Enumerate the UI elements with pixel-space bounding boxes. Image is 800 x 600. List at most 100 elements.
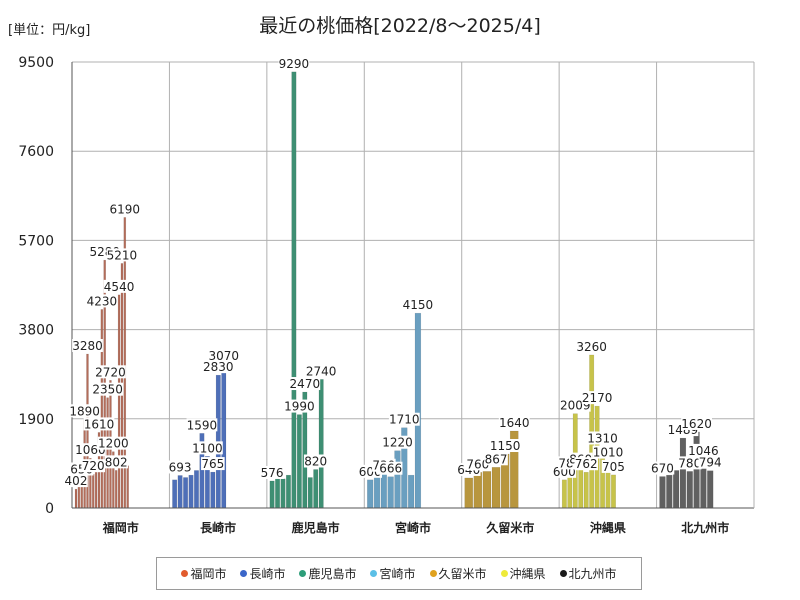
data-label-text: 6190 bbox=[110, 202, 141, 216]
data-label-bg bbox=[587, 431, 618, 445]
data-label: 720 bbox=[81, 459, 106, 473]
data-label-bg bbox=[305, 364, 337, 378]
data-label-bg bbox=[289, 377, 321, 391]
x-tick-label: 北九州市 bbox=[681, 520, 729, 535]
data-label-bg bbox=[576, 339, 608, 353]
data-label: 765 bbox=[201, 457, 225, 471]
data-label: 2350 bbox=[92, 382, 123, 397]
bar bbox=[373, 477, 381, 509]
data-label: 705 bbox=[601, 459, 626, 474]
data-label-bg bbox=[650, 461, 675, 475]
legend-label: 長崎市 bbox=[249, 567, 286, 581]
data-label: 1150 bbox=[489, 439, 521, 453]
data-labels: 4026501890328010607201610423052802350272… bbox=[64, 56, 723, 488]
data-label: 1100 bbox=[191, 441, 223, 455]
data-label: 4540 bbox=[103, 279, 135, 294]
data-label-text: 1150 bbox=[490, 439, 521, 453]
data-label: 820 bbox=[303, 454, 328, 469]
bar bbox=[114, 470, 118, 509]
bar bbox=[482, 471, 492, 509]
data-label-bg bbox=[104, 455, 129, 469]
data-label-text: 3070 bbox=[208, 349, 239, 363]
data-label-text: 4540 bbox=[104, 280, 135, 294]
legend-label: 沖縄県 bbox=[509, 567, 546, 581]
data-label: 666 bbox=[378, 461, 403, 476]
legend-item: 北九州市 bbox=[559, 565, 617, 582]
bar bbox=[74, 488, 78, 509]
data-label-bg bbox=[64, 474, 88, 488]
data-label: 1010 bbox=[592, 445, 624, 460]
data-label: 2720 bbox=[95, 365, 126, 379]
legend-item: 久留米市 bbox=[429, 565, 487, 582]
data-label-text: 2350 bbox=[92, 383, 123, 397]
data-label-text: 780 bbox=[678, 456, 701, 470]
bar bbox=[285, 474, 291, 509]
data-label-text: 1220 bbox=[382, 436, 413, 450]
legend-label: 宮崎市 bbox=[379, 567, 416, 581]
data-label-bg bbox=[191, 441, 223, 455]
data-label-bg bbox=[202, 360, 234, 374]
data-label: 1890 bbox=[69, 404, 101, 418]
bar bbox=[291, 71, 297, 509]
bar bbox=[188, 474, 194, 509]
bar bbox=[221, 363, 227, 509]
y-tick-label: 0 bbox=[45, 501, 54, 517]
data-label-text: 402 bbox=[65, 474, 88, 488]
data-label-bg bbox=[69, 404, 101, 418]
legend-label: 鹿児島市 bbox=[308, 567, 357, 581]
legend-swatch bbox=[559, 570, 567, 577]
data-label-text: 576 bbox=[261, 466, 284, 480]
bar bbox=[172, 479, 178, 509]
data-label-text: 5210 bbox=[107, 248, 138, 262]
legend-swatch bbox=[500, 570, 508, 577]
data-label-text: 2830 bbox=[203, 360, 234, 374]
data-label-bg bbox=[106, 248, 138, 262]
bar bbox=[183, 477, 189, 509]
gridlines bbox=[72, 61, 754, 509]
data-label-bg bbox=[466, 457, 490, 471]
data-label-bg bbox=[86, 294, 118, 308]
data-label-text: 4230 bbox=[87, 294, 118, 308]
data-label-bg bbox=[581, 391, 613, 405]
bar bbox=[686, 471, 693, 509]
data-label-bg bbox=[402, 298, 434, 312]
bar bbox=[177, 475, 183, 509]
bar bbox=[610, 474, 616, 509]
bar bbox=[126, 465, 129, 509]
bar bbox=[387, 476, 394, 509]
data-label: 5210 bbox=[106, 248, 138, 262]
data-label-text: 9290 bbox=[279, 57, 310, 71]
data-label-text: 3260 bbox=[576, 340, 607, 354]
data-label-bg bbox=[382, 435, 413, 449]
y-tick-label: 3800 bbox=[18, 323, 54, 339]
data-label: 1990 bbox=[283, 399, 315, 414]
data-label-text: 802 bbox=[105, 455, 128, 469]
data-label-bg bbox=[83, 417, 115, 431]
legend-swatch bbox=[299, 570, 307, 577]
x-tick-label: 沖縄県 bbox=[590, 520, 626, 535]
data-label-text: 2170 bbox=[582, 391, 613, 405]
x-tick-label: 福岡市 bbox=[102, 520, 139, 535]
bar bbox=[679, 437, 687, 509]
bar bbox=[117, 294, 121, 509]
data-label-text: 760 bbox=[466, 457, 489, 471]
unit-label: [単位：円/kg] bbox=[8, 23, 91, 38]
legend-label: 久留米市 bbox=[438, 567, 487, 581]
data-label-text: 705 bbox=[602, 460, 625, 474]
data-label: 867 bbox=[484, 452, 508, 466]
x-tick-label: 長崎市 bbox=[200, 520, 236, 535]
data-label-bg bbox=[498, 416, 530, 430]
legend-label: 福岡市 bbox=[190, 567, 227, 581]
bar bbox=[269, 480, 275, 509]
bar bbox=[672, 470, 680, 509]
data-label-text: 1620 bbox=[681, 417, 712, 431]
data-label: 1046 bbox=[688, 443, 719, 458]
data-label-text: 794 bbox=[699, 456, 722, 470]
data-label-bg bbox=[378, 461, 403, 475]
data-label: 794 bbox=[698, 455, 723, 470]
data-label: 2470 bbox=[289, 377, 321, 391]
data-label-bg bbox=[283, 399, 315, 413]
bar bbox=[407, 474, 415, 509]
bar bbox=[307, 477, 313, 509]
data-label-text: 720 bbox=[82, 459, 105, 473]
